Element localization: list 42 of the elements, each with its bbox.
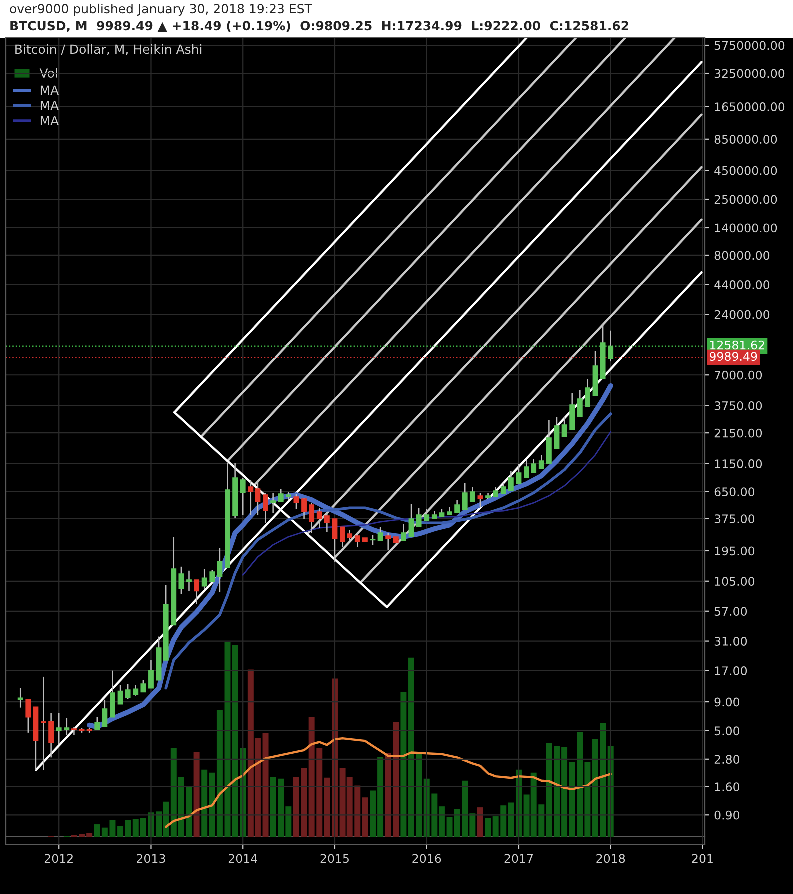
chart-title: Bitcoin / Dollar, M, Heikin Ashi xyxy=(16,44,202,56)
text: over9000 published January 30, 2018 19:23 EST xyxy=(10,4,312,16)
y-tick-label: 105.00 xyxy=(715,577,755,586)
x-tick-label: 2012 xyxy=(44,854,73,864)
x-tick-label: 2016 xyxy=(412,854,442,864)
legend-label: MA xyxy=(40,101,59,110)
x-tick-label: 2017 xyxy=(504,854,533,864)
y-tick-label: 24000.00 xyxy=(714,310,770,320)
y-tick-label: 31.00 xyxy=(714,637,748,646)
y-tick-label: 44000.00 xyxy=(714,280,770,290)
y-tick-label: 850000.00 xyxy=(714,135,778,144)
y-tick-label: 3250000.00 xyxy=(714,69,785,78)
y-tick-label: 1.60 xyxy=(715,782,740,792)
y-tick-label: 250000.00 xyxy=(714,195,778,204)
y-tick-label: 195.00 xyxy=(715,546,755,556)
y-tick-label: 17.00 xyxy=(715,666,748,676)
x-tick-label: 2013 xyxy=(137,854,166,864)
y-tick-label: 5.00 xyxy=(714,726,740,736)
x-tick-label: 201 xyxy=(692,854,713,864)
y-tick-label: 9.00 xyxy=(714,698,740,707)
y-tick-label: 7000.00 xyxy=(714,370,762,380)
x-tick-label: 2018 xyxy=(596,854,626,864)
y-tick-label: 2.80 xyxy=(714,755,740,764)
ref-line-label: 12581.62 xyxy=(710,340,764,350)
legend-label: MA xyxy=(40,116,59,126)
y-tick-label: 375.00 xyxy=(714,514,755,524)
y-tick-label: 2150.00 xyxy=(714,428,762,438)
y-tick-label: 1150.00 xyxy=(715,460,762,468)
y-tick-label: 5750000.00 xyxy=(714,41,785,50)
y-tick-label: 57.00 xyxy=(714,607,748,616)
x-tick-label: 2015 xyxy=(320,854,349,864)
y-tick-label: 3750.00 xyxy=(714,402,762,410)
legend-label: MA xyxy=(40,86,59,95)
y-tick-label: 140000.00 xyxy=(715,224,778,233)
text: BTCUSD, M 9989.49 ▲ +18.49 (+0.19%) O:9809.25 H:17234.99 L:9222.00 C:12581.62 xyxy=(10,20,628,32)
y-tick-label: 80000.00 xyxy=(714,251,770,260)
x-tick-label: 2014 xyxy=(228,854,258,864)
y-tick-label: 0.90 xyxy=(714,810,740,820)
y-tick-label: 650.00 xyxy=(714,488,755,497)
ref-line-label: 9989.49 xyxy=(710,352,758,362)
y-tick-label: 1650000.00 xyxy=(715,102,785,112)
y-tick-label: 450000.00 xyxy=(714,166,778,176)
